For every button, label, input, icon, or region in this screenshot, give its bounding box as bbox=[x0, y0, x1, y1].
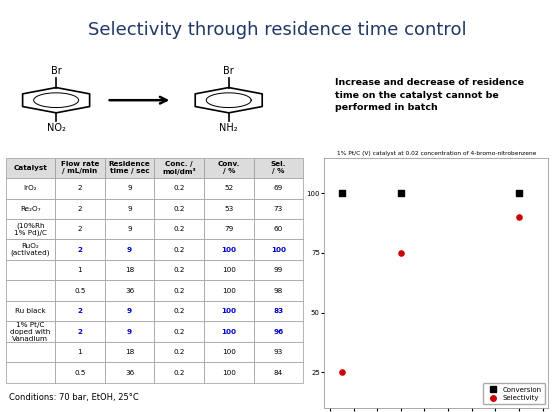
Text: Conditions: 70 bar, EtOH, 25°C: Conditions: 70 bar, EtOH, 25°C bbox=[8, 393, 138, 402]
Text: NO₂: NO₂ bbox=[47, 123, 65, 133]
Point bbox=[337, 190, 346, 197]
Text: Br: Br bbox=[223, 66, 234, 76]
Point bbox=[337, 369, 346, 375]
Point bbox=[396, 190, 405, 197]
Text: Selectivity through residence time control: Selectivity through residence time contr… bbox=[88, 21, 466, 39]
Text: Br: Br bbox=[51, 66, 61, 76]
Title: 1% Pt/C (V) catalyst at 0.02 concentration of 4-bromo-nitrobenzene: 1% Pt/C (V) catalyst at 0.02 concentrati… bbox=[336, 151, 536, 156]
Legend: Conversion, Selectivity: Conversion, Selectivity bbox=[483, 384, 545, 405]
Point bbox=[396, 250, 405, 256]
Text: Increase and decrease of residence
time on the catalyst cannot be
performed in b: Increase and decrease of residence time … bbox=[335, 78, 524, 112]
Point bbox=[515, 190, 524, 197]
Text: NH₂: NH₂ bbox=[219, 123, 238, 133]
Point bbox=[515, 214, 524, 220]
